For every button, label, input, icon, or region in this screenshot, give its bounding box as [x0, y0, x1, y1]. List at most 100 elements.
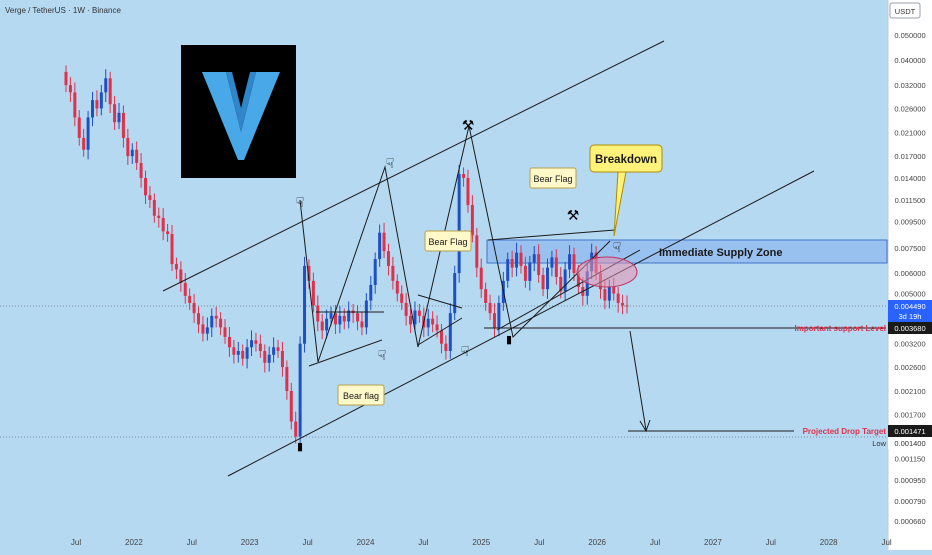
y-tick-label: 0.000950: [894, 476, 925, 485]
candle-body: [232, 347, 236, 355]
candle: [386, 243, 390, 276]
time-axis[interactable]: Jul 2022 Jul 2023 Jul 2024 Jul 2025 Jul 2026 Jul 20…: [0, 533, 892, 550]
candle-body: [82, 137, 86, 150]
candle-body: [214, 315, 218, 319]
bear-flag-box-3[interactable]: Bear Flag: [529, 167, 577, 189]
flag2-upper-line: [417, 294, 463, 309]
breakdown-label: Breakdown: [595, 154, 657, 166]
countdown-value: 3d 19h: [899, 312, 922, 321]
candle: [236, 341, 240, 363]
bear-flag-label-3: Bear Flag: [533, 174, 572, 184]
candle-body: [506, 259, 510, 281]
candle-body: [409, 315, 413, 325]
candle: [285, 360, 289, 400]
candle-body: [86, 117, 90, 150]
candle-body: [236, 350, 240, 355]
x-tick-label: Jul: [418, 538, 428, 547]
candle: [113, 95, 117, 131]
pointer-hand-icon: ☟: [378, 347, 387, 363]
candle-body: [492, 313, 496, 328]
lower-channel-line: [227, 170, 815, 477]
candle-body: [612, 287, 616, 294]
candle: [86, 110, 90, 160]
candle: [241, 344, 245, 366]
candle-body: [417, 310, 421, 316]
candle: [183, 273, 187, 304]
candle: [528, 255, 532, 291]
candle: [311, 272, 315, 313]
candle-body: [316, 305, 320, 322]
support-level-label: Important support Level: [794, 324, 886, 333]
currency-badge[interactable]: [889, 2, 921, 19]
price-axis[interactable]: USDT 0.050000 0.040000 0.032000 0.026000 0.0…: [887, 0, 932, 550]
candle-body: [426, 318, 430, 328]
candle: [426, 308, 430, 337]
candle: [250, 330, 254, 357]
candle-body: [378, 232, 382, 260]
candle: [64, 65, 68, 93]
candle-body: [250, 340, 254, 348]
candle: [227, 327, 231, 357]
supply-zone-box[interactable]: [486, 239, 888, 264]
candle-body: [519, 252, 523, 266]
candle: [400, 285, 404, 310]
candle: [373, 252, 377, 294]
candle-body: [117, 112, 121, 123]
symbol-title[interactable]: Verge / TetherUS · 1W · Binance: [5, 6, 121, 15]
candle-body: [135, 149, 139, 163]
candle-body: [152, 200, 156, 216]
y-tick-label: 0.017000: [894, 152, 925, 161]
candle-body: [139, 162, 143, 178]
candle: [201, 316, 205, 342]
candle-body: [479, 267, 483, 290]
bear-flag-box-1[interactable]: Bear flag: [337, 384, 385, 406]
candle-body: [373, 259, 377, 285]
pointer-hand-icon: ☟: [461, 343, 470, 359]
candle: [369, 275, 373, 311]
candle-body: [382, 232, 386, 252]
candle: [364, 293, 368, 335]
candle: [563, 262, 567, 302]
x-tick-labels: Jul 2022 Jul 2023 Jul 2024 Jul 2025 Jul 2026 Jul 20…: [71, 538, 892, 547]
x-tick-label: Jul: [881, 538, 891, 547]
x-tick-label: Jul: [650, 538, 660, 547]
candle-body: [457, 174, 461, 274]
candle: [475, 227, 479, 278]
candle: [572, 247, 576, 281]
y-tick-label: 0.026000: [894, 104, 925, 113]
candle: [272, 337, 276, 363]
y-tick-label: 0.002100: [894, 387, 925, 396]
candle: [466, 169, 470, 213]
candle: [289, 382, 293, 430]
candle: [152, 193, 156, 223]
candle: [117, 102, 121, 130]
candle-body: [73, 92, 77, 118]
candle-body: [545, 267, 549, 290]
candle-body: [267, 354, 271, 363]
candle: [95, 90, 99, 117]
pointer-hand-icon: ☟: [613, 239, 622, 255]
flag1-lower-line: [308, 339, 383, 367]
swing-path: [299, 125, 611, 363]
candle-body: [395, 280, 399, 294]
candle: [444, 335, 448, 360]
candle: [82, 128, 86, 157]
candle: [413, 301, 417, 333]
y-tick-label: 0.001150: [895, 455, 926, 464]
breakdown-callout[interactable]: Breakdown: [589, 144, 663, 237]
candle-body: [325, 318, 329, 331]
candle-body: [554, 257, 558, 277]
support-price-value: 0.003680: [894, 324, 925, 333]
bear-flag-box-2[interactable]: Bear Flag: [424, 230, 472, 252]
candle-body: [462, 174, 466, 178]
candle: [559, 267, 563, 299]
candle-body: [201, 324, 205, 334]
upper-channel-line: [162, 40, 665, 292]
low-price-value: 0.001400: [894, 439, 925, 448]
candle-body: [329, 313, 333, 319]
candle: [519, 245, 523, 274]
candle-body: [179, 269, 183, 283]
candle-body: [77, 117, 81, 138]
